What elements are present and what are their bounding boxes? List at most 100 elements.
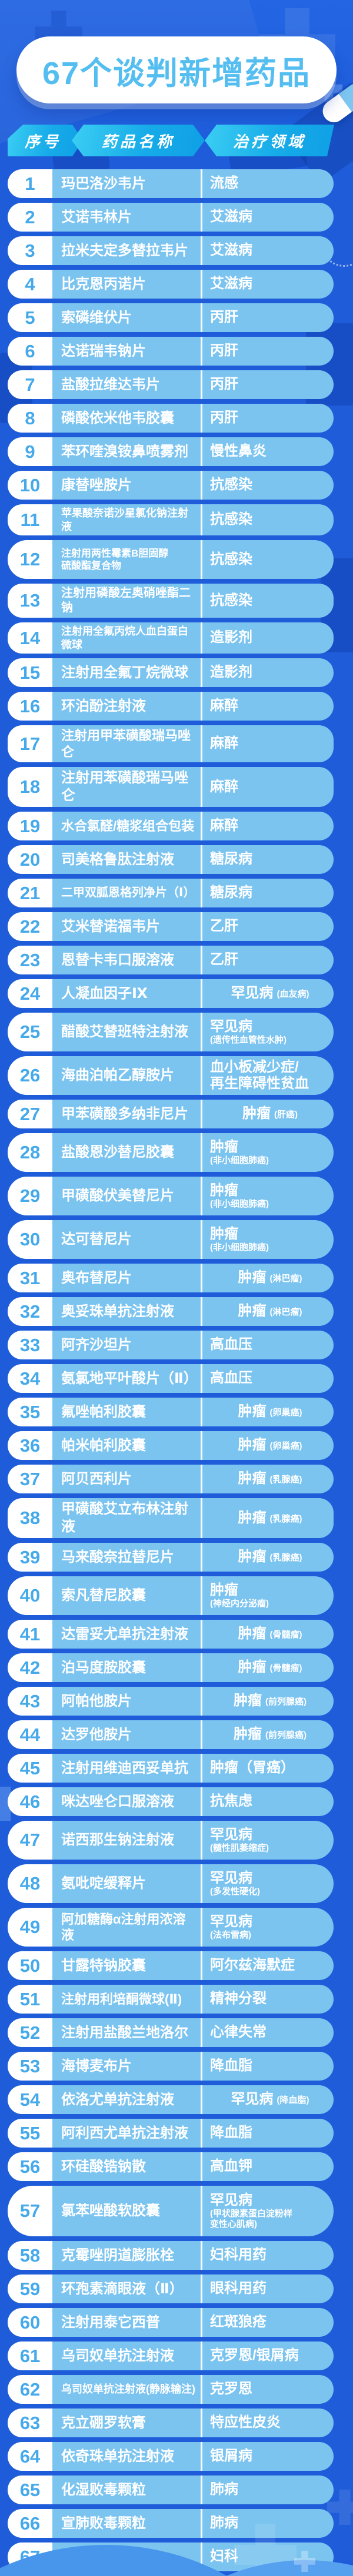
table-row: 5 索磷维伏片 丙肝	[8, 303, 334, 332]
table-row: 45 注射用维迪西妥单抗 肿瘤（胃癌）	[8, 1754, 334, 1783]
treatment-field: 肿瘤 (非小细胞肺癌)	[201, 1220, 334, 1259]
drug-name: 索磷维伏片	[61, 309, 132, 326]
treatment-main: 麻醉	[210, 818, 238, 834]
drug-name: 海曲泊帕乙醇胺片	[61, 1067, 174, 1083]
treatment-main: 红斑狼疮	[210, 2314, 267, 2330]
drug-name: 甘露特钠胶囊	[61, 1957, 146, 1974]
treatment-main: 肿瘤	[238, 1509, 267, 1526]
table-row: 42 泊马度胺胶囊 肿瘤 (骨髓瘤)	[8, 1653, 334, 1682]
treatment-main: 肿瘤	[238, 1269, 267, 1286]
treatment-main: 眼科用药	[210, 2280, 267, 2297]
drug-name: 拉米夫定多替拉韦片	[61, 242, 188, 259]
table-row: 14 注射用全氟丙烷人血白蛋白微球 造影剂	[8, 622, 334, 654]
treatment-main: 心律失常	[210, 2024, 267, 2041]
treatment-main: 肿瘤	[210, 1582, 238, 1598]
table-row: 58 克霉唑阴道膨胀栓 妇科用药	[8, 2241, 334, 2270]
table-row: 43 阿帕他胺片 肿瘤 (前列腺癌)	[8, 1687, 334, 1716]
table-row: 4 比克恩丙诺片 艾滋病	[8, 270, 334, 299]
treatment-main: 妇科用药	[210, 2247, 267, 2263]
drug-name: 阿利西尤单抗注射液	[61, 2125, 188, 2141]
treatment-field: 高血压	[201, 1331, 334, 1359]
drug-name: 水合氯醛/糖浆组合包装	[61, 818, 195, 833]
table-row: 55 阿利西尤单抗注射液 降血脂	[8, 2119, 334, 2148]
table-row: 47 诺西那生钠注射液 罕见病 (髓性肌萎缩症)	[8, 1821, 334, 1860]
treatment-main: 高血压	[210, 1336, 252, 1353]
table-row: 41 达雷妥尤单抗注射液 肿瘤 (骨髓瘤)	[8, 1620, 334, 1649]
drug-name: 氯苯唑酸软胶囊	[61, 2203, 160, 2219]
treatment-field: 抗感染	[201, 584, 334, 618]
column-header-name: 药品名称	[72, 125, 205, 156]
drug-name: 阿贝西利片	[61, 1470, 132, 1487]
treatment-main: 肿瘤	[210, 1182, 238, 1198]
treatment-sub: (乳腺癌)	[269, 1513, 302, 1524]
drug-name: 醋酸艾替班特注射液	[61, 1024, 188, 1040]
row-number: 24	[8, 979, 52, 1008]
drug-name: 注射用两性霉素B胆固醇 硫酸酯复合物	[61, 547, 169, 571]
table-row: 30 达可替尼片 肿瘤 (非小细胞肺癌)	[8, 1220, 334, 1259]
treatment-main: 麻醉	[210, 698, 238, 714]
row-number: 57	[8, 2186, 52, 2236]
row-number: 11	[8, 504, 52, 535]
treatment-main: 肿瘤	[238, 1403, 267, 1420]
treatment-field: 丙肝	[201, 337, 334, 366]
table-row: 18 注射用苯磺酸瑞马唑仑 麻醉	[8, 767, 334, 807]
row-number: 12	[8, 540, 52, 579]
treatment-main: 乙肝	[210, 952, 238, 968]
row-number: 13	[8, 584, 52, 618]
treatment-main: 肿瘤	[238, 1303, 267, 1319]
treatment-field: 阿尔兹海默症	[201, 1951, 334, 1980]
row-number: 28	[8, 1133, 52, 1172]
table-row: 40 索凡替尼胶囊 肿瘤 (神经内分泌瘤)	[8, 1576, 334, 1615]
table-row: 62 乌司奴单抗注射液(静脉输注) 克罗恩	[8, 2375, 334, 2404]
treatment-field: 克罗恩/银屑病	[201, 2341, 334, 2370]
row-number: 10	[8, 471, 52, 500]
row-number: 18	[8, 767, 52, 807]
treatment-main: 丙肝	[210, 309, 238, 326]
row-number: 37	[8, 1465, 52, 1493]
treatment-sub: (非小细胞肺癌)	[210, 1242, 269, 1253]
row-number: 5	[8, 303, 52, 332]
drug-name: 二甲双胍恩格列净片（Ⅰ）	[61, 886, 195, 899]
treatment-field: 艾滋病	[201, 203, 334, 232]
treatment-field: 抗感染	[201, 540, 334, 579]
row-number: 58	[8, 2241, 52, 2270]
drug-name: 甲苯磺酸多纳非尼片	[61, 1106, 188, 1122]
treatment-main: 罕见病	[210, 1870, 252, 1886]
drug-name: 克立硼罗软膏	[61, 2414, 146, 2431]
treatment-field: 精神分裂	[201, 1985, 334, 2014]
treatment-sub: (骨髓瘤)	[269, 1663, 302, 1673]
treatment-field: 降血脂	[201, 2052, 334, 2081]
table-row: 44 达罗他胺片 肿瘤 (前列腺癌)	[8, 1720, 334, 1749]
treatment-field: 肿瘤 (淋巴瘤)	[201, 1297, 334, 1326]
row-number: 33	[8, 1331, 52, 1359]
treatment-field: 罕见病 (多发性硬化)	[201, 1864, 334, 1903]
drug-name: 索凡替尼胶囊	[61, 1587, 146, 1603]
row-number: 38	[8, 1498, 52, 1538]
row-number: 66	[8, 2509, 52, 2538]
table-row: 50 甘露特钠胶囊 阿尔兹海默症	[8, 1951, 334, 1980]
treatment-main: 降血脂	[210, 2125, 252, 2141]
drug-name: 阿帕他胺片	[61, 1693, 132, 1709]
treatment-field: 造影剂	[201, 658, 334, 687]
column-header-no: 序号	[8, 125, 83, 156]
drug-name: 海博麦布片	[61, 2058, 132, 2074]
row-number: 23	[8, 946, 52, 974]
treatment-field: 肺病	[201, 2475, 334, 2504]
table-row: 3 拉米夫定多替拉韦片 艾滋病	[8, 236, 334, 265]
treatment-main: 艾滋病	[210, 209, 252, 225]
table-row: 59 环孢素滴眼液（Ⅱ） 眼科用药	[8, 2274, 334, 2303]
treatment-sub: (乳腺癌)	[269, 1475, 302, 1485]
treatment-sub: (多发性硬化)	[210, 1887, 260, 1897]
drug-name: 帕米帕利胶囊	[61, 1437, 146, 1453]
treatment-field: 罕见病 (髓性肌萎缩症)	[201, 1821, 334, 1860]
treatment-main: 高血钾	[210, 2158, 252, 2175]
row-number: 50	[8, 1951, 52, 1980]
treatment-field: 眼科用药	[201, 2274, 334, 2303]
treatment-main: 肿瘤	[238, 1626, 267, 1642]
treatment-main: 血小板减少症/ 再生障碍性贫血	[210, 1058, 309, 1091]
row-number: 2	[8, 203, 52, 232]
drug-name: 康替唑胺片	[61, 477, 132, 493]
drug-name: 氟唑帕利胶囊	[61, 1403, 146, 1420]
treatment-field: 慢性鼻炎	[201, 437, 334, 466]
table-row: 26 海曲泊帕乙醇胺片 血小板减少症/ 再生障碍性贫血	[8, 1056, 334, 1095]
